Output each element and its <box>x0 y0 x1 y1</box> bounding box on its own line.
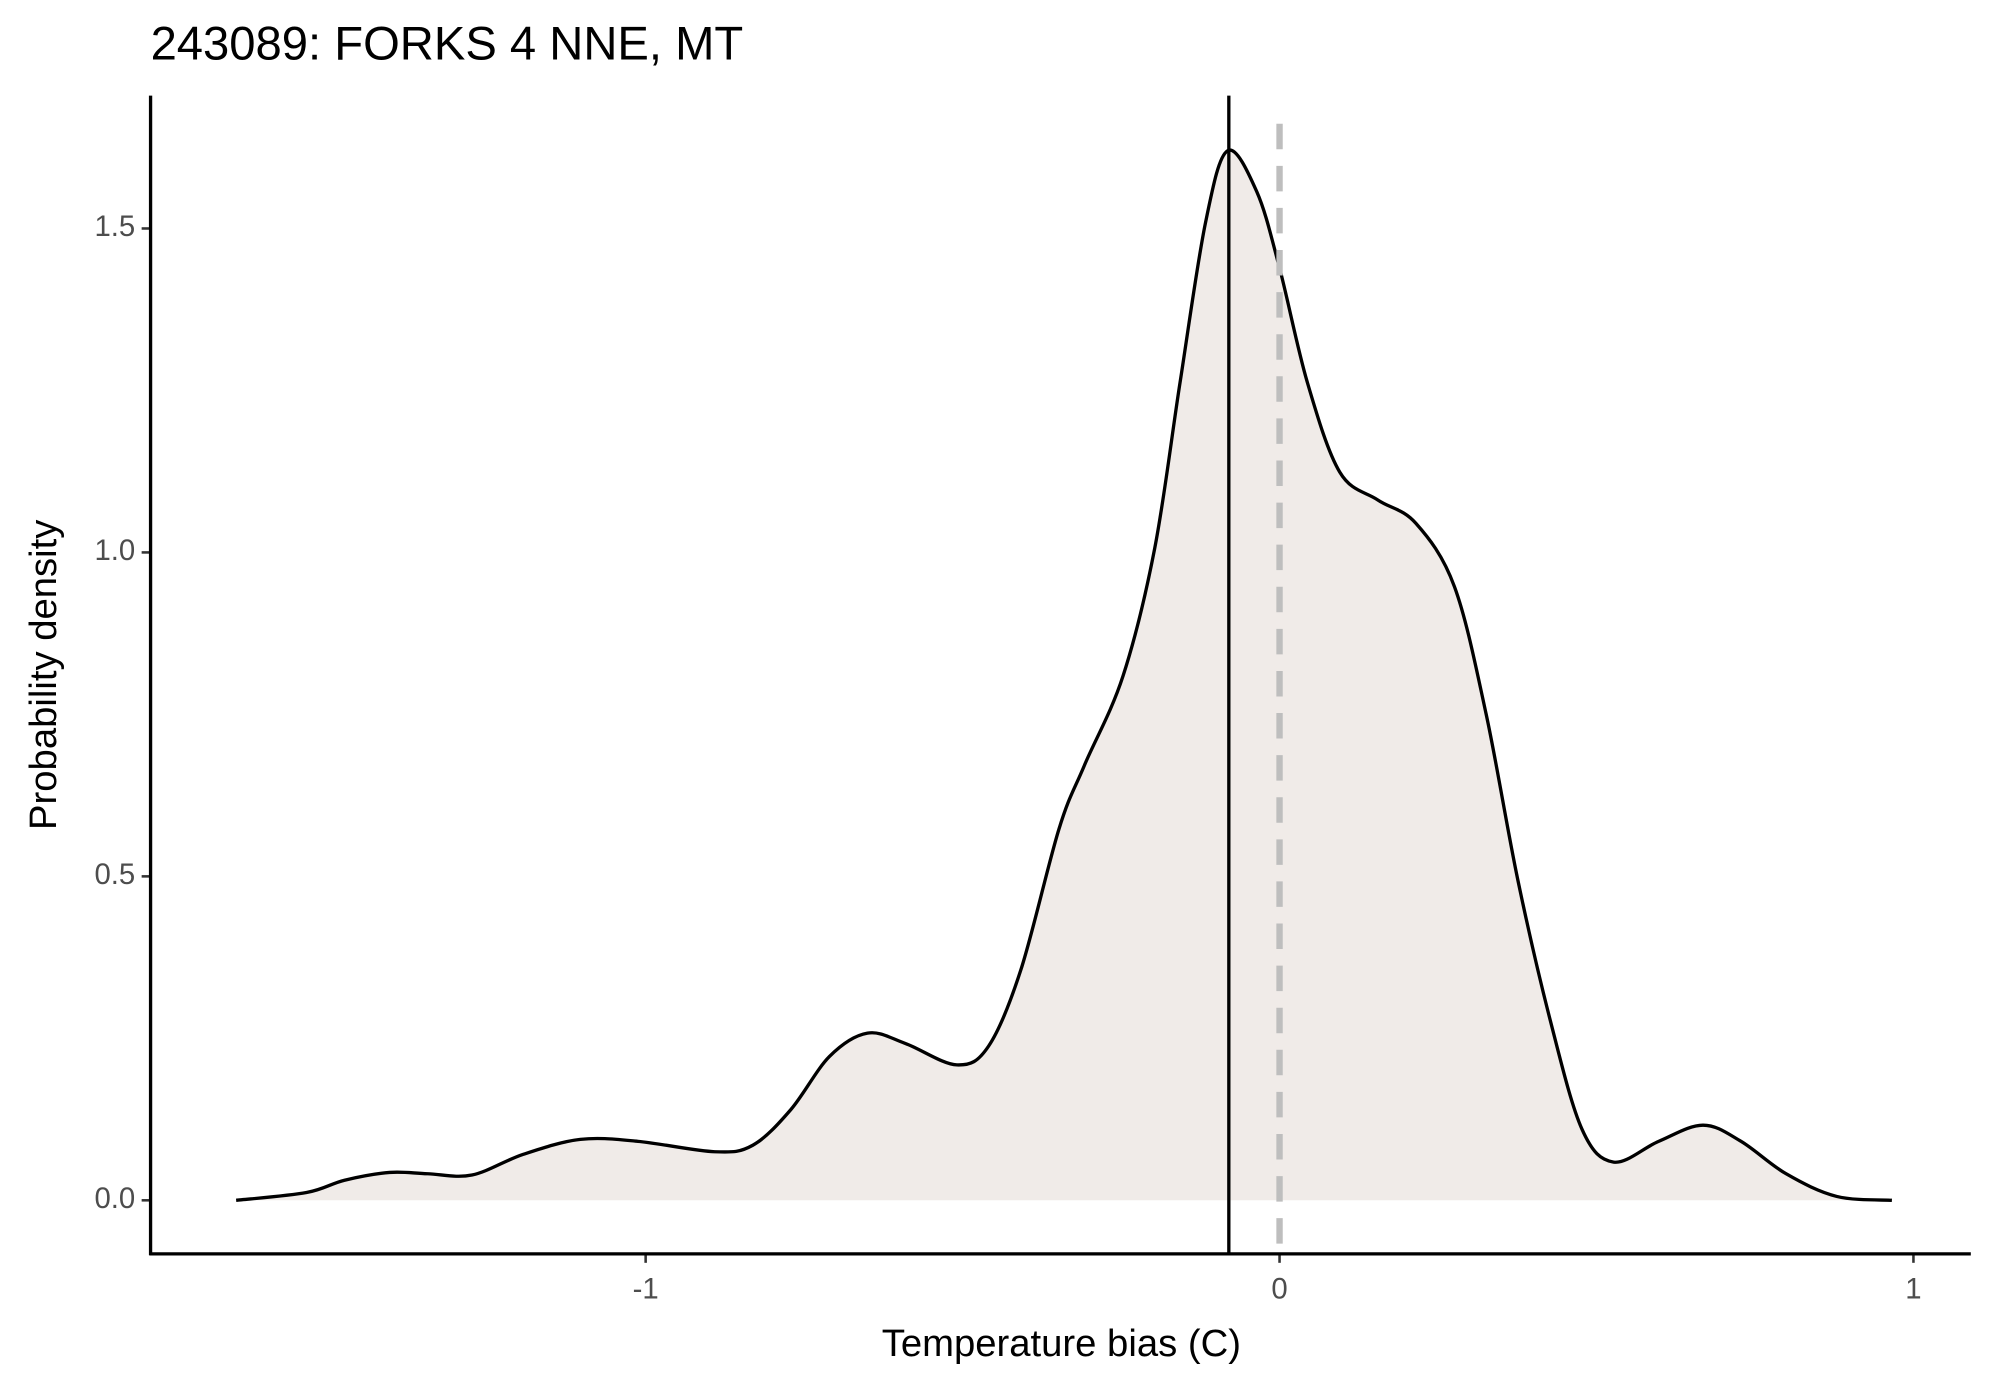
x-tick-label: -1 <box>633 1273 659 1306</box>
y-axis-label: Probability density <box>22 519 65 830</box>
y-tick-label: 0.5 <box>94 858 135 891</box>
density-area <box>236 150 1892 1201</box>
chart-title: 243089: FORKS 4 NNE, MT <box>151 18 744 71</box>
y-tick-label: 1.5 <box>94 210 135 243</box>
x-tick-label: 1 <box>1905 1273 1921 1306</box>
y-tick-label: 0.0 <box>94 1182 135 1215</box>
density-line <box>235 148 1893 1202</box>
x-tick-label: 0 <box>1271 1273 1287 1306</box>
x-axis-label: Temperature bias (C) <box>882 1322 1241 1365</box>
y-tick-label: 1.0 <box>94 534 135 567</box>
